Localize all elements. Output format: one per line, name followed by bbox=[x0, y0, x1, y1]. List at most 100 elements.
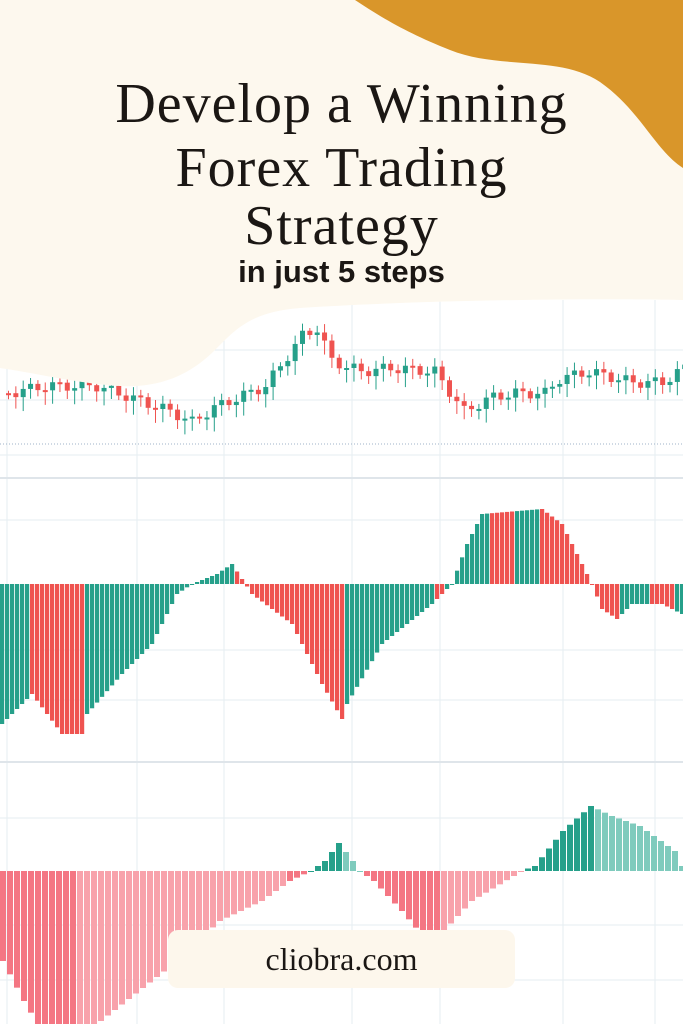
oscillator-bar bbox=[330, 584, 335, 702]
website-badge[interactable]: cliobra.com bbox=[168, 930, 515, 988]
oscillator-bar bbox=[435, 584, 440, 599]
oscillator-bar bbox=[165, 584, 170, 614]
oscillator-bar bbox=[505, 511, 510, 584]
candle-body bbox=[307, 330, 313, 335]
candle-body bbox=[42, 390, 48, 393]
momentum-bar bbox=[350, 861, 356, 871]
oscillator-bar bbox=[10, 584, 15, 714]
candle-body bbox=[579, 370, 585, 377]
website-url: cliobra.com bbox=[265, 940, 418, 977]
momentum-bar bbox=[490, 871, 496, 889]
oscillator-bar bbox=[215, 574, 220, 584]
momentum-bar bbox=[147, 871, 153, 983]
oscillator-bar bbox=[515, 511, 520, 584]
oscillator-bar bbox=[270, 584, 275, 609]
oscillator-bar bbox=[225, 567, 230, 584]
candle-body bbox=[336, 357, 342, 369]
momentum-bar bbox=[7, 871, 13, 975]
oscillator-bar bbox=[360, 584, 365, 679]
momentum-bar bbox=[49, 871, 55, 1024]
oscillator-bar bbox=[290, 584, 295, 624]
oscillator-bar bbox=[650, 584, 655, 604]
momentum-bar bbox=[532, 866, 538, 871]
momentum-bar bbox=[175, 871, 181, 960]
momentum-bar bbox=[567, 824, 573, 871]
oscillator-histogram bbox=[0, 509, 683, 734]
momentum-bar bbox=[476, 871, 482, 897]
momentum-bar bbox=[413, 871, 419, 928]
momentum-bar bbox=[161, 871, 167, 972]
candle-body bbox=[549, 386, 555, 389]
momentum-bar bbox=[42, 871, 48, 1024]
candle-body bbox=[594, 369, 599, 376]
candle-body bbox=[145, 397, 151, 408]
candle-body bbox=[108, 385, 114, 388]
momentum-bar bbox=[343, 852, 349, 871]
momentum-bar bbox=[574, 818, 580, 871]
oscillator-bar bbox=[655, 584, 660, 604]
momentum-bar bbox=[133, 871, 139, 994]
momentum-bar bbox=[280, 871, 286, 886]
oscillator-bar bbox=[580, 564, 585, 584]
momentum-bar bbox=[189, 871, 195, 947]
momentum-bar bbox=[588, 806, 594, 871]
candle-body bbox=[645, 381, 651, 388]
oscillator-bar bbox=[550, 516, 555, 584]
momentum-bar bbox=[378, 871, 384, 889]
oscillator-bar bbox=[280, 584, 285, 617]
oscillator-bar bbox=[65, 584, 70, 734]
candle-body bbox=[292, 343, 298, 362]
momentum-bar bbox=[21, 871, 27, 1001]
oscillator-bar bbox=[385, 584, 390, 640]
oscillator-bar bbox=[200, 580, 205, 584]
oscillator-bar bbox=[170, 584, 175, 604]
oscillator-bar bbox=[460, 557, 465, 584]
momentum-bar bbox=[392, 871, 398, 904]
candle-body bbox=[520, 388, 526, 392]
oscillator-bar bbox=[430, 584, 435, 604]
oscillator-bar bbox=[485, 513, 490, 584]
candle-body bbox=[601, 369, 607, 373]
oscillator-bar bbox=[150, 584, 155, 644]
oscillator-bar bbox=[245, 584, 250, 587]
oscillator-bar bbox=[455, 570, 460, 584]
momentum-bar bbox=[273, 871, 279, 891]
momentum-bar bbox=[609, 816, 615, 871]
momentum-bar bbox=[35, 871, 41, 1024]
oscillator-bar bbox=[240, 579, 245, 584]
candle-body bbox=[94, 385, 100, 392]
candle-body bbox=[204, 417, 210, 420]
candle-body bbox=[351, 363, 357, 368]
oscillator-bar bbox=[635, 584, 640, 604]
oscillator-bar bbox=[70, 584, 75, 734]
candle-body bbox=[373, 368, 379, 377]
candle-body bbox=[424, 373, 430, 376]
momentum-bar bbox=[14, 871, 20, 988]
oscillator-bar bbox=[590, 584, 595, 585]
oscillator-bar bbox=[480, 514, 485, 584]
candle-body bbox=[277, 366, 283, 371]
oscillator-bar bbox=[475, 524, 480, 584]
momentum-bar bbox=[210, 871, 216, 928]
oscillator-bar bbox=[5, 584, 10, 719]
oscillator-bar bbox=[640, 584, 645, 604]
candle-body bbox=[623, 375, 629, 381]
candle-body bbox=[226, 400, 232, 406]
oscillator-bar bbox=[140, 584, 145, 654]
candle-body bbox=[101, 387, 107, 392]
oscillator-bar bbox=[265, 584, 270, 606]
oscillator-bar bbox=[465, 544, 470, 584]
momentum-bar bbox=[651, 836, 657, 871]
momentum-bar bbox=[644, 831, 650, 871]
candle-body bbox=[197, 416, 203, 419]
candle-body bbox=[189, 416, 195, 419]
oscillator-bar bbox=[255, 584, 260, 598]
oscillator-bar bbox=[180, 584, 185, 591]
candle-body bbox=[79, 380, 85, 389]
oscillator-bar bbox=[660, 584, 665, 604]
candle-body bbox=[439, 366, 445, 381]
candle-body bbox=[417, 366, 423, 375]
candle-body bbox=[72, 388, 78, 391]
oscillator-bar bbox=[395, 584, 400, 632]
oscillator-bar bbox=[350, 584, 355, 696]
